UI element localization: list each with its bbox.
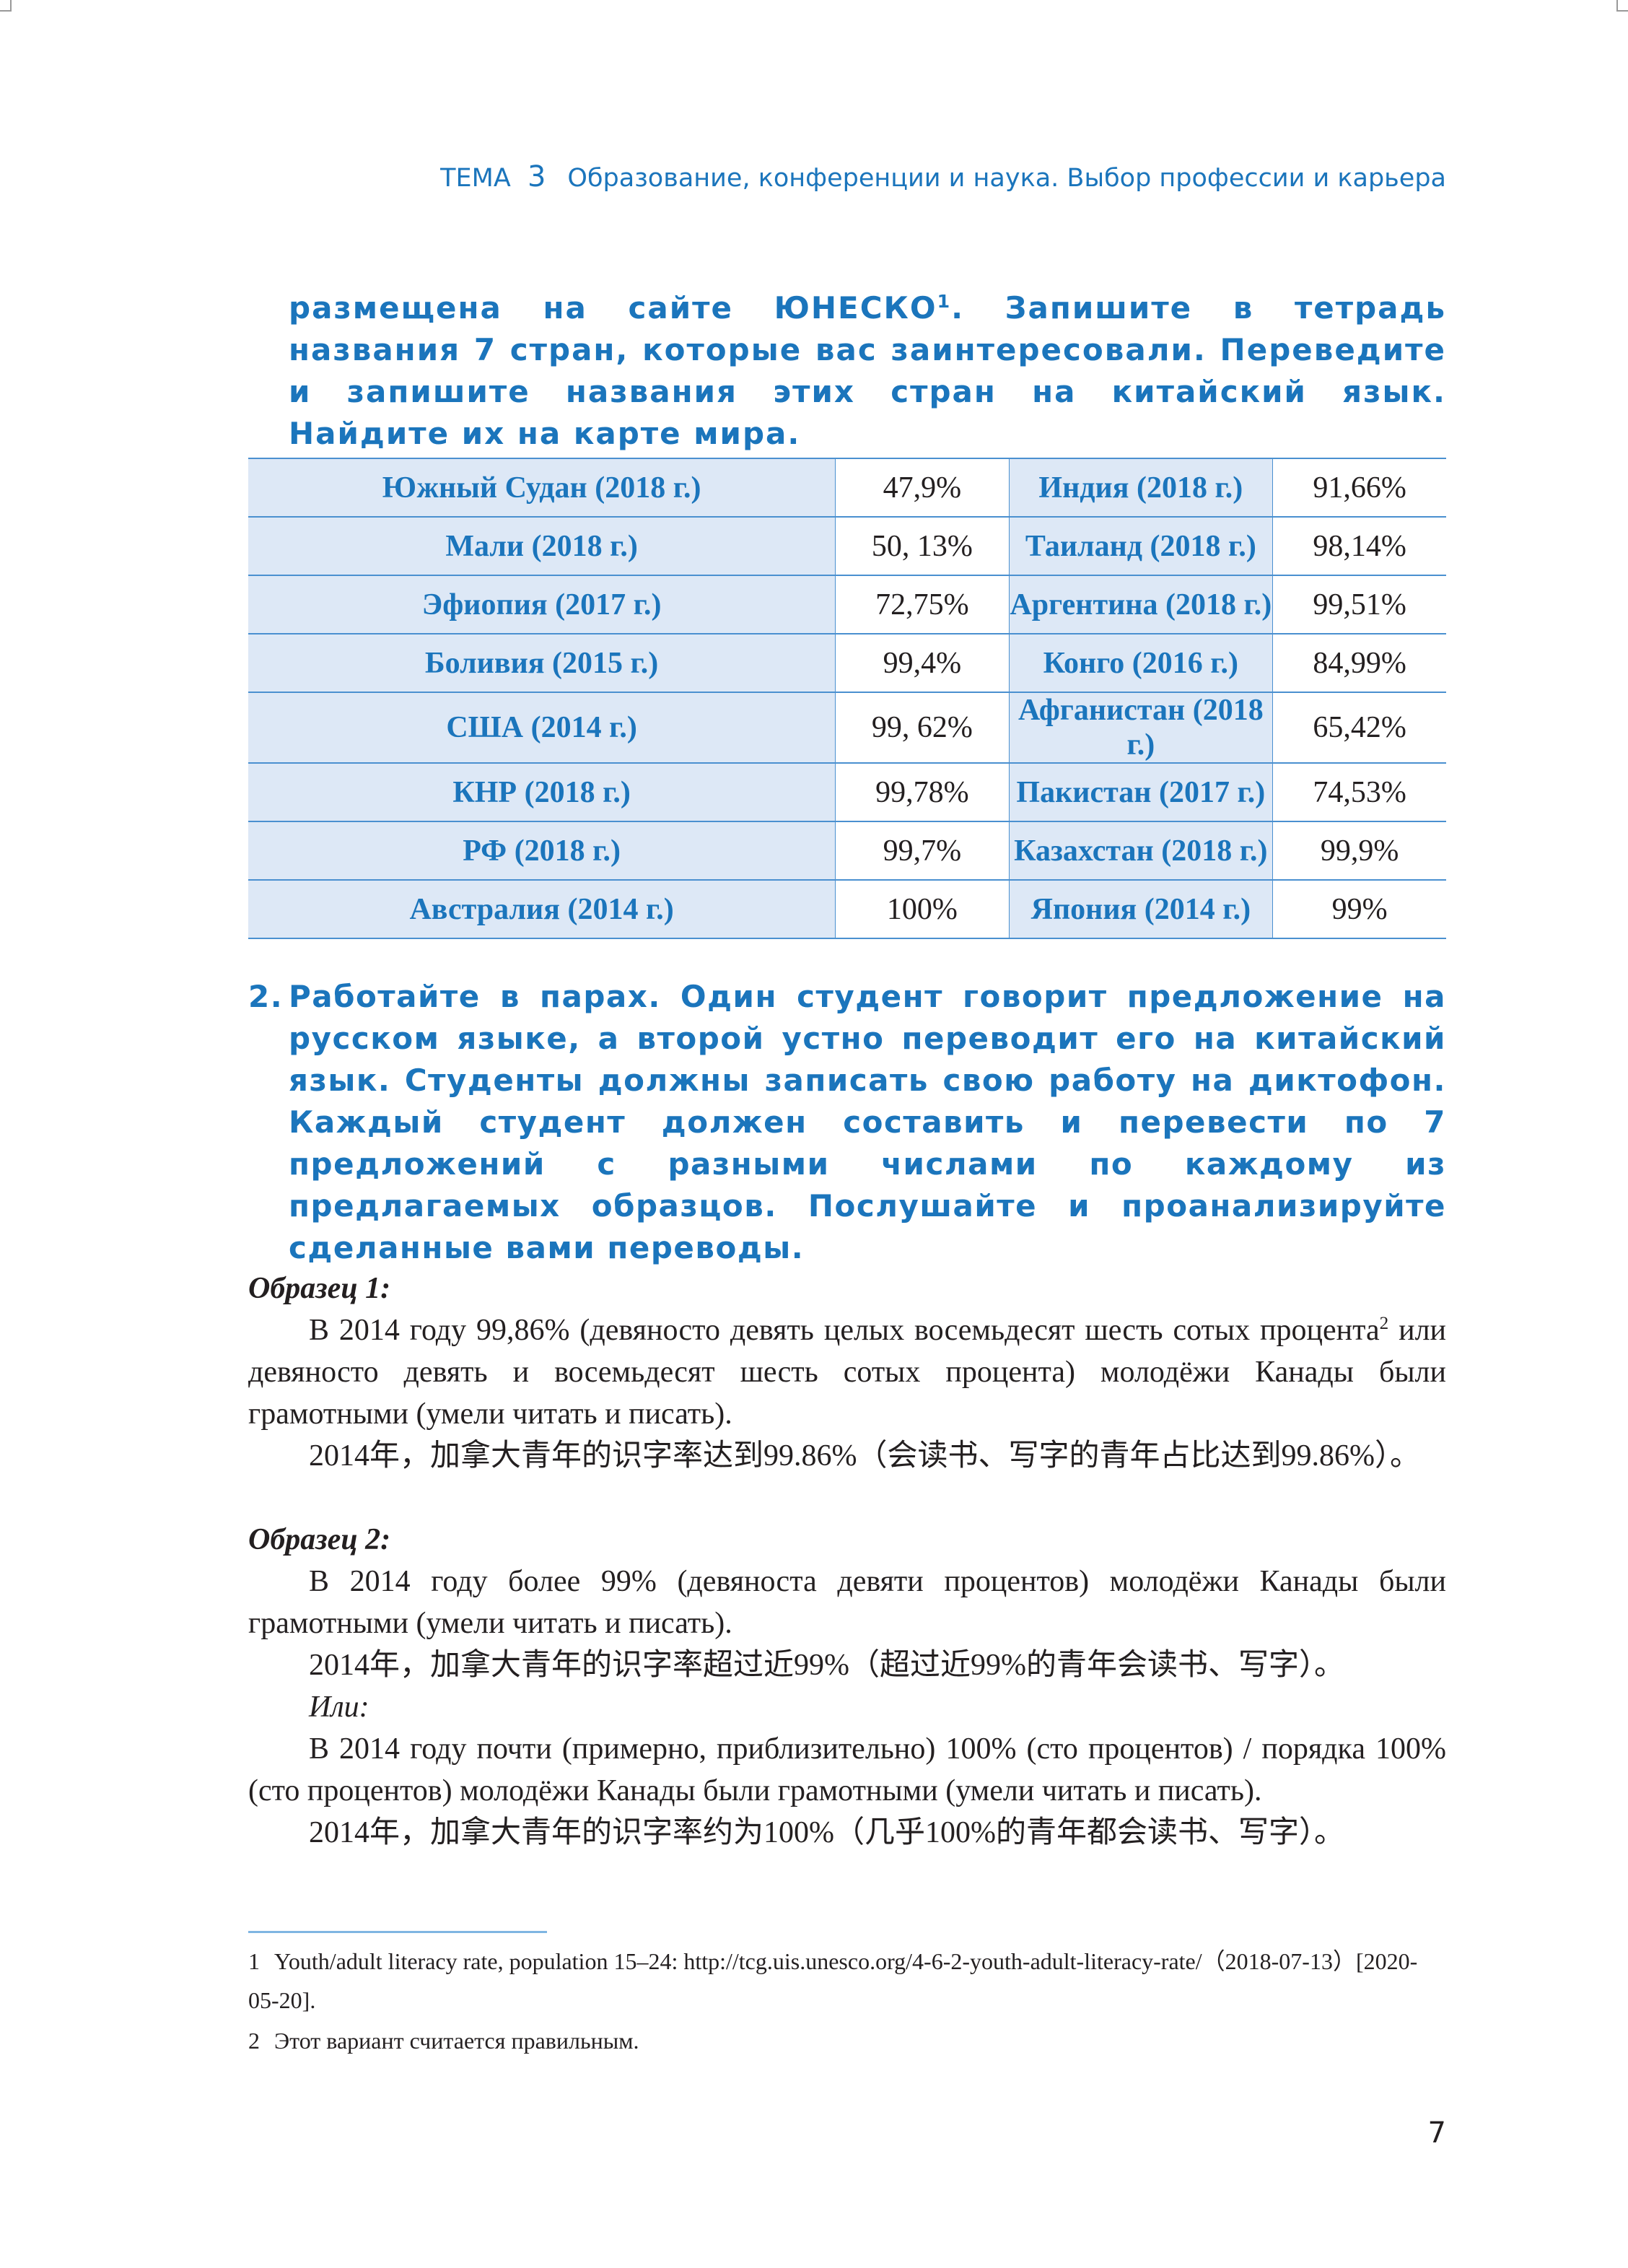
theme-number: 3: [527, 160, 546, 193]
footnote-1: 1 Youth/adult literacy rate, population 1…: [248, 1942, 1446, 2020]
rate-cell: 72,75%: [835, 575, 1010, 634]
task-text: Работайте в парах. Один студент говорит …: [289, 979, 1446, 1265]
country-cell: Конго (2016 г.): [1008, 633, 1274, 693]
table-row: РФ (2018 г.) 99,7% Казахстан (2018 г.) 99,9…: [248, 821, 1446, 881]
rate-cell: 99,7%: [835, 821, 1010, 881]
sample-ru: В 2014 году более 99% (девяноста девяти …: [248, 1565, 1446, 1640]
country-cell: Пакистан (2017 г.): [1008, 762, 1274, 822]
footnote-ref: 2: [1379, 1314, 1389, 1333]
sample-ru: В 2014 году почти (примерно, приблизител…: [248, 1732, 1446, 1807]
country-cell: Южный Судан (2018 г.): [248, 458, 836, 518]
table-row: Южный Судан (2018 г.) 47,9% Индия (2018 г.…: [248, 458, 1446, 518]
footnote-number: 2: [248, 2028, 260, 2054]
footnote-ref: 1: [937, 291, 952, 312]
text: или девяносто девять и восемьдесят шесть…: [248, 1314, 1447, 1431]
table-row: Эфиопия (2017 г.) 72,75% Аргентина (2018 г…: [248, 575, 1446, 634]
sample-zh: 2014年，加拿大青年的识字率达到99.86%（会读书、写字的青年占比达到99.…: [309, 1439, 1420, 1473]
rate-cell: 98,14%: [1272, 516, 1446, 576]
rate-cell: 99,4%: [835, 633, 1010, 693]
country-cell: Австралия (2014 г.): [248, 879, 836, 939]
footnote-number: 1: [248, 1948, 260, 1974]
rate-cell: 100%: [835, 879, 1010, 939]
crop-mark-icon: [1616, 0, 1628, 12]
sample-1: Образец 1: В 2014 году 99,86% (девяносто…: [248, 1268, 1446, 1477]
literacy-table: Южный Судан (2018 г.) 47,9% Индия (2018 г.…: [248, 458, 1446, 939]
country-cell: Япония (2014 г.): [1008, 879, 1274, 939]
intro-part: . Запишите в тетрадь названия 7 стран, к…: [289, 290, 1446, 451]
intro-text: размещена на сайте ЮНЕСКО1. Запишите в т…: [289, 287, 1446, 455]
table-row: Австралия (2014 г.) 100% Япония (2014 г.) 9…: [248, 879, 1446, 939]
table-row: КНР (2018 г.) 99,78% Пакистан (2017 г.) 74,…: [248, 762, 1446, 822]
rate-cell: 99,9%: [1272, 821, 1446, 881]
running-header: ТЕМА 3 Образование, конференции и наука. …: [440, 160, 1446, 193]
country-cell: Мали (2018 г.): [248, 516, 836, 576]
sample-zh: 2014年，加拿大青年的识字率超过近99%（超过近99%的青年会读书、写字）。: [309, 1649, 1344, 1682]
country-cell: Таиланд (2018 г.): [1008, 516, 1274, 576]
rate-cell: 84,99%: [1272, 633, 1446, 693]
rate-cell: 47,9%: [835, 458, 1010, 518]
country-cell: Аргентина (2018 г.): [1008, 575, 1274, 634]
rate-cell: 74,53%: [1272, 762, 1446, 822]
task-number: 2.: [248, 979, 284, 1014]
intro-part: размещена на сайте ЮНЕСКО: [289, 290, 937, 326]
theme-label: ТЕМА: [440, 164, 511, 193]
footnote-2: 2 Этот вариант считается правильным.: [248, 2021, 1446, 2060]
rate-cell: 50, 13%: [835, 516, 1010, 576]
rate-cell: 99,51%: [1272, 575, 1446, 634]
or-label: Или:: [309, 1691, 369, 1724]
table-row: Боливия (2015 г.) 99,4% Конго (2016 г.) 84,…: [248, 633, 1446, 693]
crop-mark-icon: [0, 0, 12, 12]
country-cell: Индия (2018 г.): [1008, 458, 1274, 518]
table-row: Мали (2018 г.) 50, 13% Таиланд (2018 г.) 98…: [248, 516, 1446, 576]
sample-zh: 2014年，加拿大青年的识字率约为100%（几乎100%的青年都会读书、写字）。: [309, 1816, 1344, 1849]
country-cell: Казахстан (2018 г.): [1008, 821, 1274, 881]
sample-ru: В 2014 году 99,86% (девяносто девять цел…: [248, 1309, 1446, 1435]
rate-cell: 65,42%: [1272, 692, 1446, 764]
rate-cell: 99, 62%: [835, 692, 1010, 764]
text: В 2014 году 99,86% (девяносто девять цел…: [309, 1314, 1380, 1347]
footnote-divider: [248, 1931, 547, 1933]
rate-cell: 99%: [1272, 879, 1446, 939]
header-title: Образование, конференции и наука. Выбор …: [567, 164, 1446, 193]
table-row: США (2014 г.) 99, 62% Афганистан (2018 г.)…: [248, 692, 1446, 764]
sample-2: Образец 2: В 2014 году более 99% (девяно…: [248, 1519, 1446, 1854]
country-cell: Боливия (2015 г.): [248, 633, 836, 693]
country-cell: Эфиопия (2017 г.): [248, 575, 836, 634]
sample-heading: Образец 2:: [248, 1523, 391, 1556]
country-cell: КНР (2018 г.): [248, 762, 836, 822]
page-number: 7: [1427, 2116, 1446, 2150]
task-2: 2. Работайте в парах. Один студент говори…: [248, 976, 1446, 1269]
country-cell: США (2014 г.): [248, 692, 836, 764]
rate-cell: 99,78%: [835, 762, 1010, 822]
country-cell: РФ (2018 г.): [248, 821, 836, 881]
sample-heading: Образец 1:: [248, 1272, 391, 1305]
country-cell: Афганистан (2018 г.): [1008, 692, 1274, 764]
footnote-text: Youth/adult literacy rate, population 15…: [248, 1948, 1418, 2013]
rate-cell: 91,66%: [1272, 458, 1446, 518]
footnote-text: Этот вариант считается правильным.: [274, 2028, 639, 2054]
